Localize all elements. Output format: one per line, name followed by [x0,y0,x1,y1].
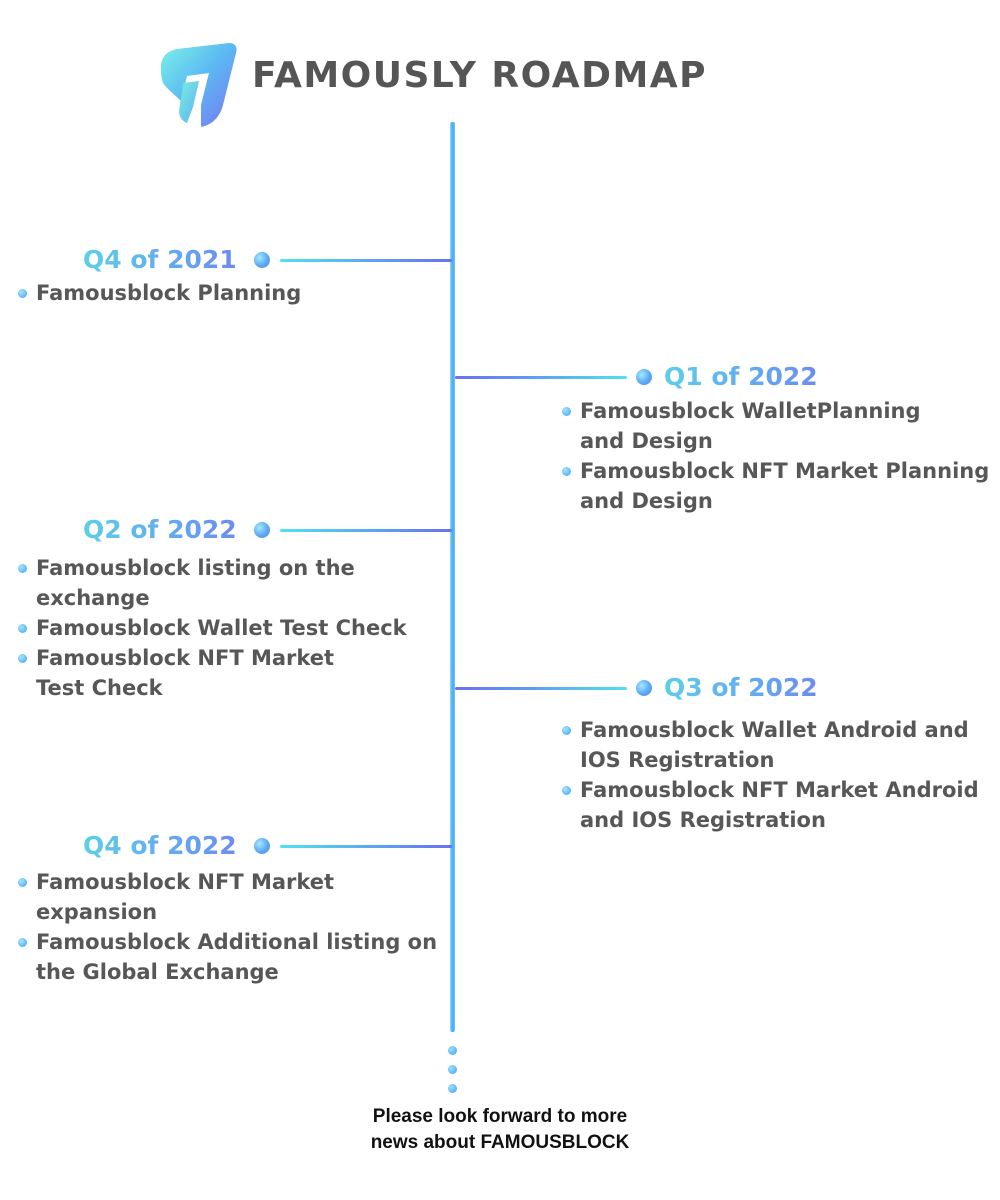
list-item: Famousblock Planning [18,278,438,308]
milestone-dot [254,252,270,268]
milestone-dot [254,522,270,538]
list-item-text: Famousblock Additional listing on [36,930,438,954]
footer-line: Please look forward to more [372,1106,628,1127]
milestone-dot [636,369,652,385]
list-item-text: Famousblock NFT Market Planning [580,459,990,483]
milestone-list-q3-2022: Famousblock Wallet Android and IOS Regis… [562,715,994,835]
list-item-text: exchange [36,586,150,610]
milestone-connector [455,376,627,379]
continuation-dot-icon [448,1065,457,1074]
list-item: Famousblock NFT Market Planning and Desi… [562,456,994,516]
milestone-heading-q4-2022: Q4 of 2022 [83,831,237,860]
list-item-text: and Design [580,429,713,453]
list-item-text: Famousblock listing on the [36,556,355,580]
continuation-dot-icon [448,1046,457,1055]
list-item-text: expansion [36,900,158,924]
milestone-dot [636,680,652,696]
milestone-list-q2-2022: Famousblock listing on the exchange Famo… [18,553,438,703]
list-item-text: Famousblock NFT Market [36,646,335,670]
list-item-text: and Design [580,489,713,513]
list-item-text: Famousblock NFT Market [36,870,335,894]
page-title: FAMOUSLY ROADMAP [252,55,708,96]
list-item: Famousblock Wallet Test Check [18,613,438,643]
milestone-heading-q1-2022: Q1 of 2022 [664,362,818,391]
list-item-text: and IOS Registration [580,808,826,832]
bullet-icon [562,726,571,735]
milestone-connector [280,259,452,262]
bullet-icon [562,467,571,476]
list-item: Famousblock Wallet Android and IOS Regis… [562,715,994,775]
bullet-icon [18,878,27,887]
list-item-text: Famousblock WalletPlanning [580,399,921,423]
footer-note: Please look forward to more news about F… [250,1104,750,1156]
milestone-list-q4-2021: Famousblock Planning [18,278,438,308]
bullet-icon [18,289,27,298]
list-item-text: Famousblock Wallet Test Check [36,616,407,640]
milestone-heading-q4-2021: Q4 of 2021 [83,245,237,274]
milestone-connector [280,845,452,848]
timeline-spine [450,122,455,1032]
famously-logo-icon [161,43,237,127]
bullet-icon [18,624,27,633]
milestone-dot [254,838,270,854]
list-item-text: IOS Registration [580,748,775,772]
list-item-text: Famousblock NFT Market Android [580,778,979,802]
list-item: Famousblock Additional listing on the Gl… [18,927,438,987]
milestone-list-q4-2022: Famousblock NFT Market expansion Famousb… [18,867,438,987]
list-item: Famousblock listing on the exchange [18,553,438,613]
list-item: Famousblock NFT Market Test Check [18,643,438,703]
list-item: Famousblock NFT Market expansion [18,867,438,927]
milestone-list-q1-2022: Famousblock WalletPlanning and Design Fa… [562,396,994,516]
bullet-icon [18,654,27,663]
milestone-connector [455,687,627,690]
bullet-icon [18,938,27,947]
list-item-text: the Global Exchange [36,960,279,984]
milestone-heading-q2-2022: Q2 of 2022 [83,515,237,544]
continuation-dot-icon [448,1084,457,1093]
list-item-text: Famousblock Planning [36,281,302,305]
footer-line: news about FAMOUSBLOCK [370,1132,630,1153]
bullet-icon [18,564,27,573]
list-item: Famousblock WalletPlanning and Design [562,396,994,456]
milestone-connector [280,529,452,532]
bullet-icon [562,786,571,795]
list-item-text: Famousblock Wallet Android and [580,718,969,742]
list-item: Famousblock NFT Market Android and IOS R… [562,775,994,835]
milestone-heading-q3-2022: Q3 of 2022 [664,673,818,702]
list-item-text: Test Check [36,676,163,700]
bullet-icon [562,407,571,416]
